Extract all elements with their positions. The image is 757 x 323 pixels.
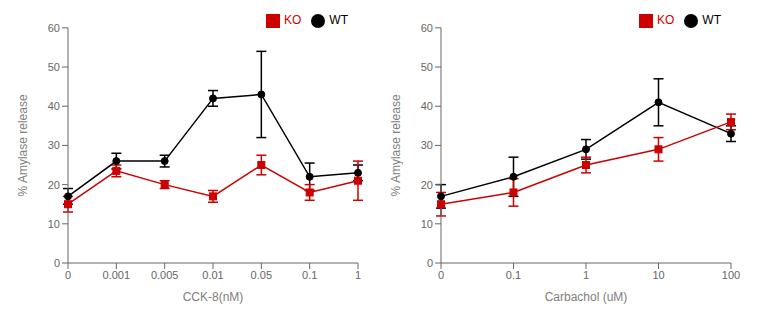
svg-text:10: 10 [48,218,60,230]
svg-text:0: 0 [65,269,71,281]
svg-text:0.1: 0.1 [302,269,317,281]
svg-text:0.005: 0.005 [151,269,179,281]
svg-text:20: 20 [421,179,433,191]
svg-text:40: 40 [48,100,60,112]
svg-text:40: 40 [421,100,433,112]
svg-text:0.001: 0.001 [103,269,131,281]
svg-text:1: 1 [355,269,361,281]
svg-text:50: 50 [48,61,60,73]
svg-text:20: 20 [48,179,60,191]
svg-text:Carbachol (uM): Carbachol (uM) [545,290,628,304]
svg-text:0: 0 [438,269,444,281]
svg-text:30: 30 [421,139,433,151]
svg-text:0.1: 0.1 [506,269,521,281]
svg-text:0.01: 0.01 [202,269,223,281]
svg-text:30: 30 [48,139,60,151]
html-text:KO: KO [284,13,302,27]
svg-text:1: 1 [583,269,589,281]
svg-text:100: 100 [722,269,740,281]
svg-text:60: 60 [421,22,433,34]
html-text:WT: WT [329,13,348,27]
svg-text:% Amylase release: % Amylase release [16,94,30,196]
svg-text:0: 0 [54,257,60,269]
svg-text:0.05: 0.05 [251,269,272,281]
html-text:KO: KO [657,13,675,27]
svg-text:10: 10 [652,269,664,281]
svg-text:50: 50 [421,61,433,73]
svg-text:CCK-8(nM): CCK-8(nM) [183,290,244,304]
svg-text:60: 60 [48,22,60,34]
svg-text:10: 10 [421,218,433,230]
svg-text:% Amylase release: % Amylase release [389,94,403,196]
svg-text:0: 0 [427,257,433,269]
html-text:WT: WT [702,13,721,27]
